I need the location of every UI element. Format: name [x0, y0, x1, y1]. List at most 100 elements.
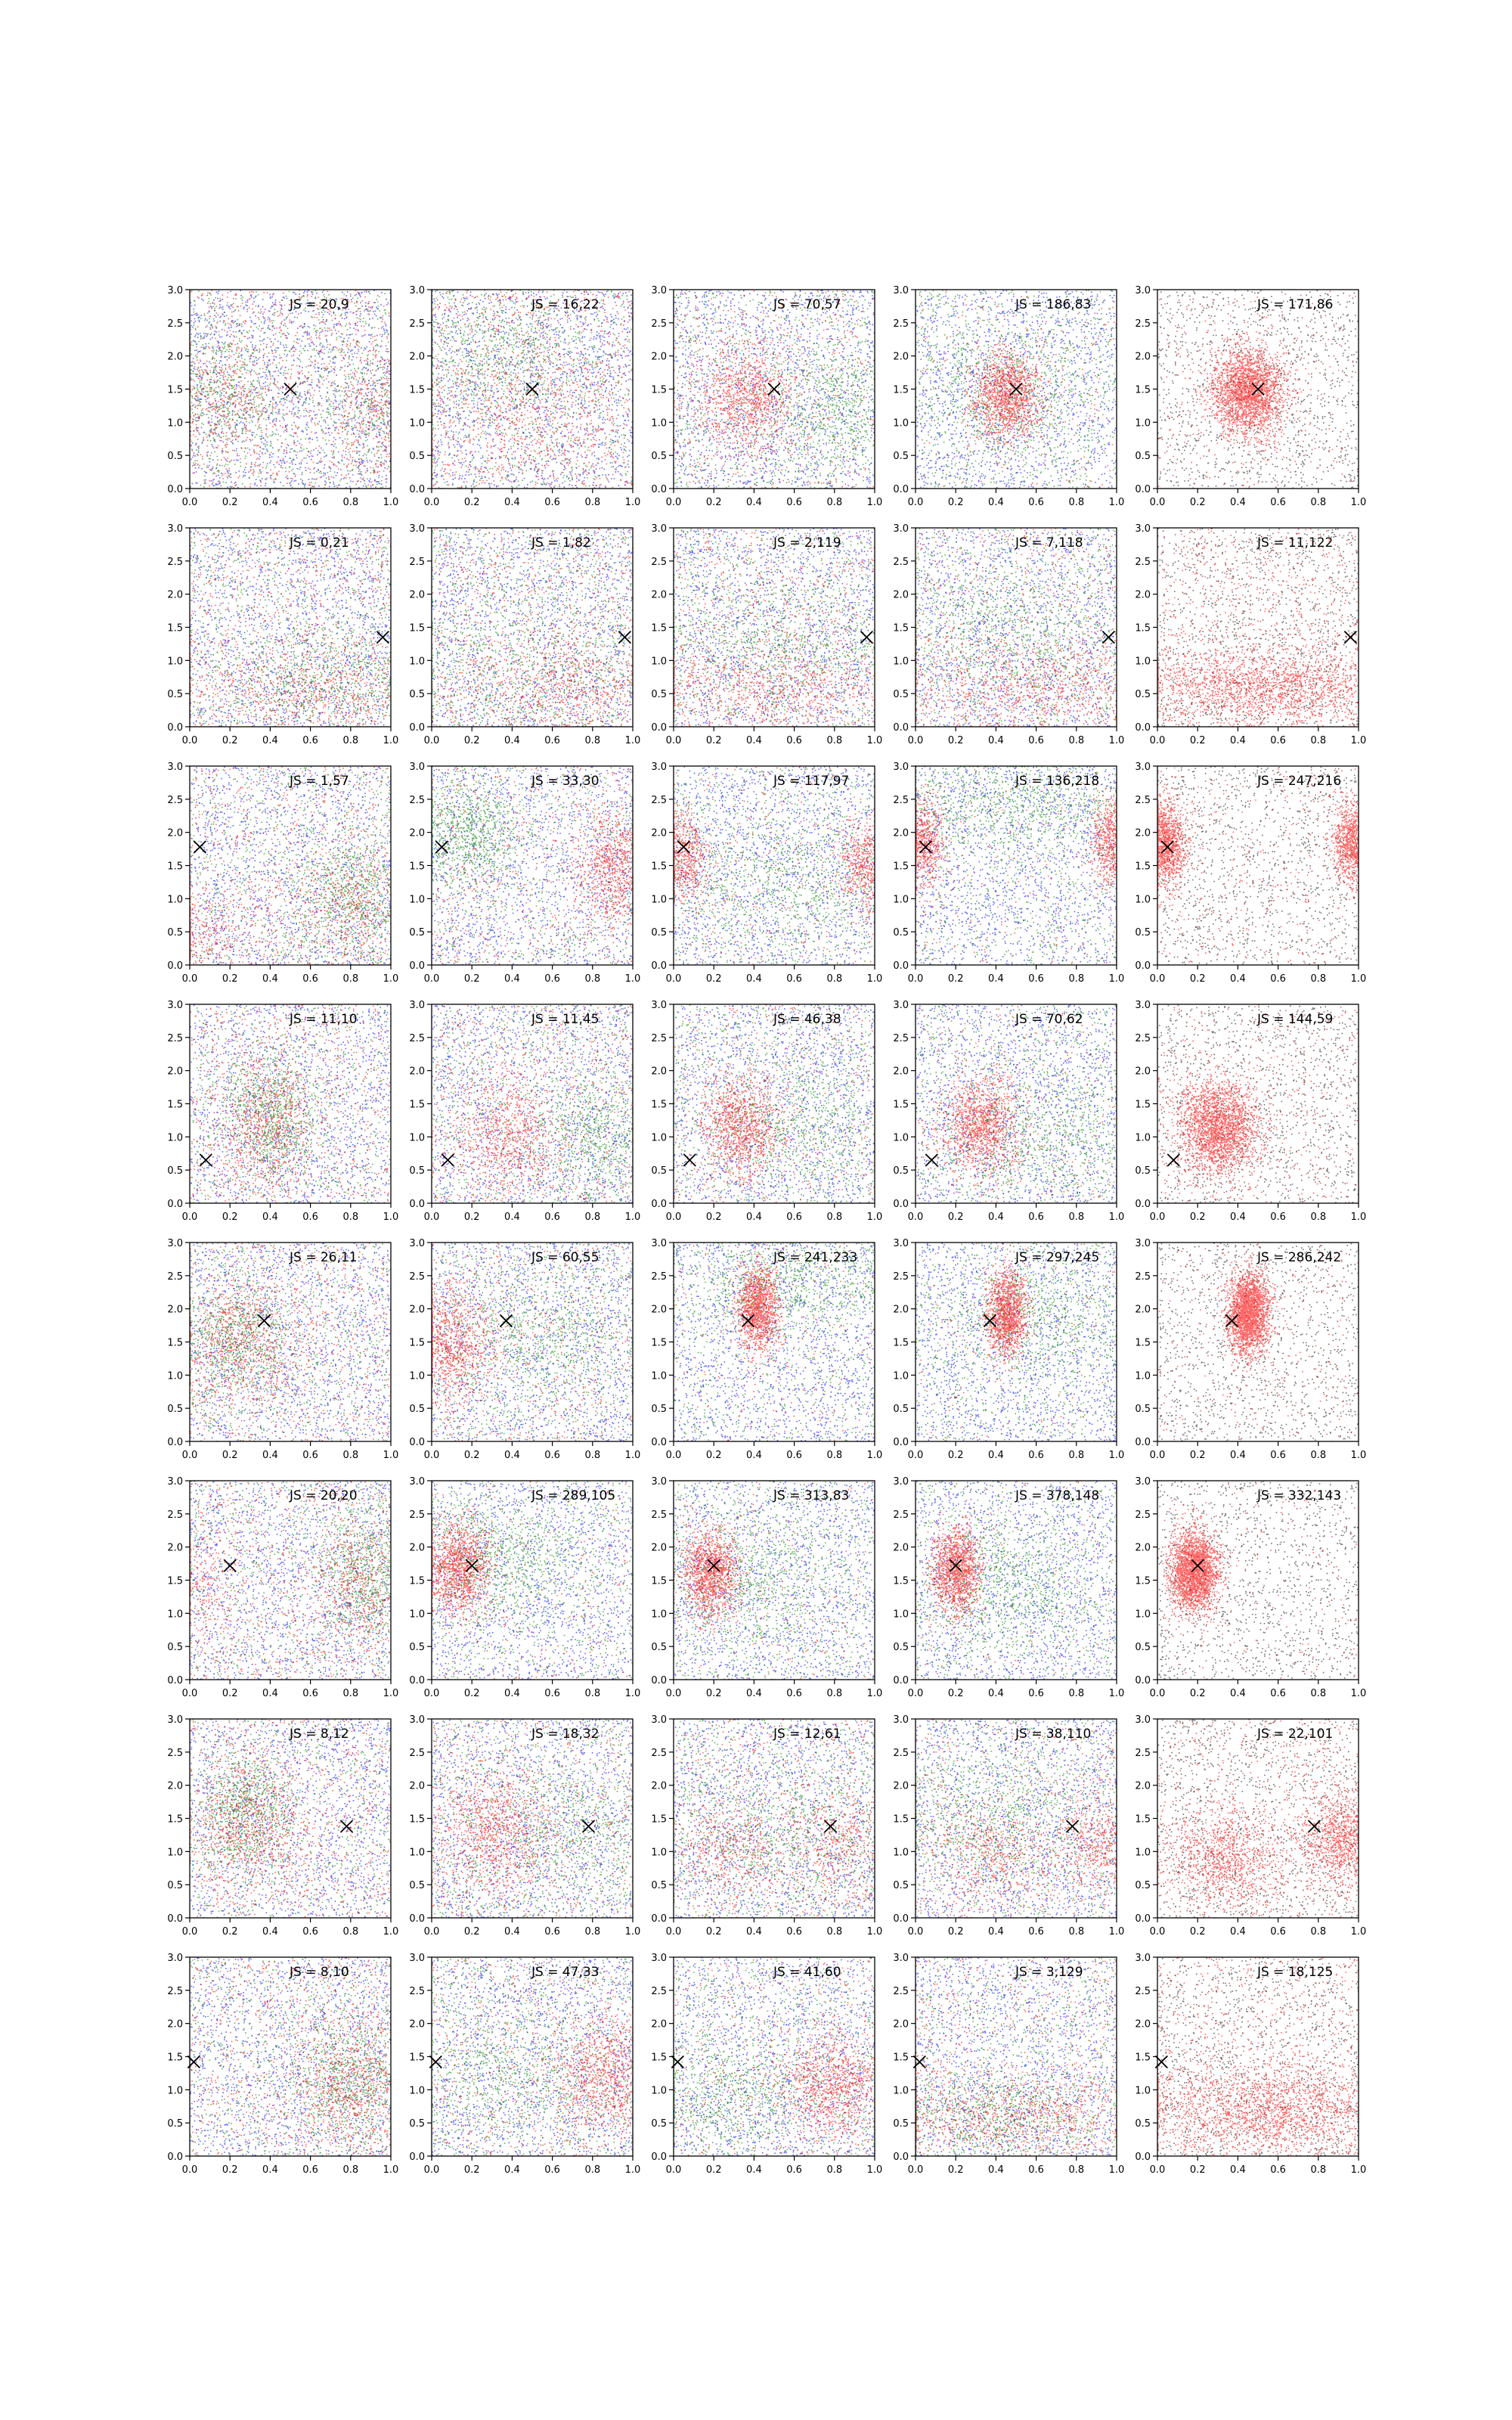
y-tick-label: 1.0 [409, 417, 425, 429]
y-tick-label: 2.0 [893, 352, 909, 363]
y-tick-label: 2.0 [651, 1781, 667, 1792]
x-tick-label: 0.0 [182, 1926, 198, 1938]
x-tick-label: 0.4 [746, 2164, 762, 2176]
y-tick-label: 1.5 [651, 1576, 667, 1587]
y-tick-label: 0.5 [167, 2118, 183, 2130]
y-tick-label: 2.5 [409, 1748, 425, 1759]
x-tick-label: 0.2 [706, 735, 722, 746]
x-tick-label: 0.4 [746, 497, 762, 508]
x-tick-label: 0.2 [1190, 2164, 1206, 2176]
y-tick-label: 1.5 [651, 2052, 667, 2064]
y-tick-label: 0.5 [1135, 451, 1151, 462]
x-tick-label: 0.2 [948, 2164, 964, 2176]
y-tick-label: 0.0 [893, 2152, 909, 2163]
y-tick-label: 3.0 [1135, 523, 1151, 535]
y-tick-label: 3.0 [651, 285, 667, 296]
y-tick-label: 0.5 [1135, 1404, 1151, 1415]
y-tick-label: 2.5 [1135, 1748, 1151, 1759]
x-tick-label: 0.8 [584, 1212, 600, 1223]
y-tick-label: 3.0 [651, 762, 667, 773]
y-tick-label: 2.5 [893, 1748, 909, 1759]
y-tick-label: 2.5 [893, 318, 909, 330]
y-tick-label: 3.0 [167, 523, 183, 535]
y-tick-label: 3.0 [893, 1476, 909, 1488]
x-tick-label: 1.0 [383, 735, 399, 746]
series-blue-points [916, 767, 1117, 965]
scatter-panel: 0.0 0.2 0.4 0.6 0.8 1.00.00.51.01.52.02.53.0J… [167, 1238, 398, 1461]
x-tick-label: 0.6 [544, 1450, 560, 1461]
y-tick-label: 0.5 [893, 1404, 909, 1415]
y-tick-label: 0.0 [409, 960, 425, 972]
x-tick-label: 0.6 [1028, 1450, 1044, 1461]
series-red-points [1157, 1957, 1360, 2157]
js-score-label: JS = 241,233 [773, 1250, 857, 1265]
series-green-points [190, 528, 392, 728]
series-red-points [1157, 528, 1360, 728]
y-tick-label: 1.5 [651, 861, 667, 873]
scatter-panel: 0.0 0.2 0.4 0.6 0.8 1.00.00.51.01.52.02.53.0J… [893, 523, 1124, 746]
x-tick-label: 0.6 [1028, 735, 1044, 746]
x-tick-label: 1.0 [383, 1450, 399, 1461]
x-tick-label: 0.2 [464, 2164, 480, 2176]
x-tick-label: 0.2 [1190, 973, 1206, 985]
y-tick-label: 1.5 [651, 1100, 667, 1111]
js-score-label: JS = 297,245 [1015, 1250, 1099, 1265]
x-tick-label: 0.2 [222, 973, 238, 985]
y-tick-label: 1.0 [651, 2085, 667, 2096]
y-tick-label: 2.0 [893, 1781, 909, 1792]
y-tick-label: 3.0 [167, 1953, 183, 1964]
js-score-label: JS = 11,122 [1256, 535, 1333, 551]
points-layer [916, 1719, 1118, 1919]
points-layer [916, 1243, 1118, 1443]
x-tick-label: 0.2 [948, 1926, 964, 1938]
y-tick-label: 3.0 [167, 1238, 183, 1249]
x-tick-label: 0.2 [222, 497, 238, 508]
x-tick-label: 0.6 [786, 735, 802, 746]
y-tick-label: 2.0 [893, 1066, 909, 1078]
x-tick-label: 0.0 [908, 1688, 924, 1699]
y-tick-label: 2.0 [167, 590, 183, 601]
x-tick-label: 0.2 [1190, 1688, 1206, 1699]
x-tick-label: 1.0 [383, 1926, 399, 1938]
x-tick-label: 0.8 [1068, 1926, 1084, 1938]
y-tick-label: 0.0 [1135, 1199, 1151, 1210]
points-layer [1157, 1481, 1360, 1680]
axes-frame [190, 1719, 391, 1918]
y-tick-label: 1.0 [893, 1609, 909, 1620]
y-tick-label: 0.0 [893, 484, 909, 495]
js-score-label: JS = 33,30 [531, 774, 600, 789]
series-red-points [190, 528, 392, 728]
x-tick-label: 0.6 [786, 1926, 802, 1938]
y-tick-label: 0.0 [167, 1675, 183, 1686]
y-tick-label: 0.5 [893, 1642, 909, 1653]
x-tick-label: 1.0 [1109, 2164, 1125, 2176]
y-tick-label: 1.0 [409, 1370, 425, 1382]
x-tick-label: 0.2 [222, 735, 238, 746]
y-tick-label: 1.0 [409, 1609, 425, 1620]
x-tick-label: 1.0 [1109, 1688, 1125, 1699]
x-tick-label: 1.0 [625, 1688, 641, 1699]
x-tick-label: 0.2 [222, 1688, 238, 1699]
x-tick-label: 0.0 [666, 1688, 682, 1699]
points-layer [674, 1957, 876, 2158]
js-score-label: JS = 11,45 [531, 1012, 600, 1027]
y-tick-label: 0.0 [651, 2152, 667, 2163]
x-tick-label: 0.0 [908, 1926, 924, 1938]
series-blue-points [916, 1481, 1117, 1681]
points-layer [190, 766, 392, 966]
y-tick-label: 1.0 [167, 1132, 183, 1143]
x-tick-label: 0.8 [826, 497, 842, 508]
y-tick-label: 1.0 [651, 894, 667, 905]
series-blue-points [916, 1004, 1117, 1204]
y-tick-label: 1.5 [893, 1338, 909, 1349]
y-tick-label: 2.5 [167, 1986, 183, 1997]
x-tick-label: 0.0 [908, 735, 924, 746]
x-tick-label: 0.6 [1270, 735, 1286, 746]
series-black-points [1157, 528, 1359, 728]
points-layer [190, 528, 392, 728]
y-tick-label: 0.0 [1135, 2152, 1151, 2163]
x-tick-label: 0.8 [1310, 1450, 1326, 1461]
y-tick-label: 0.0 [167, 1199, 183, 1210]
series-blue-points [190, 528, 392, 728]
